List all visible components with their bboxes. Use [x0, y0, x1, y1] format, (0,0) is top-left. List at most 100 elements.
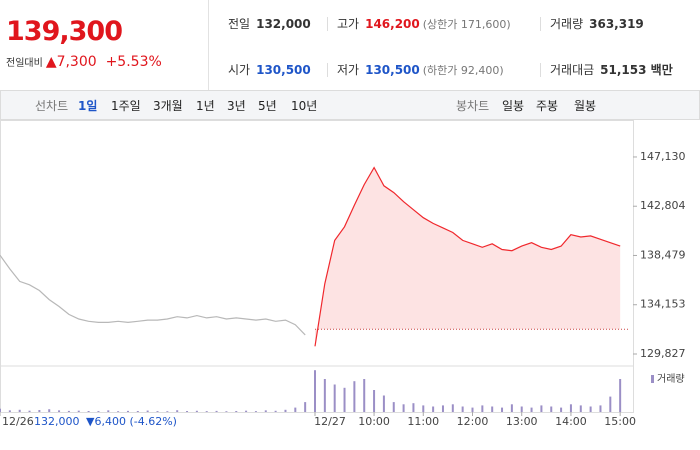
price-line [0, 254, 306, 336]
x-tick-label: 12/26 [2, 415, 34, 428]
volume-bar [8, 410, 11, 412]
volume-bar [323, 379, 326, 412]
volume-bar [451, 404, 454, 412]
volume-bar [343, 387, 346, 412]
volume-bar [471, 407, 474, 412]
volume-bar [314, 370, 316, 412]
volume-bar [274, 410, 277, 412]
info-value: 130,500 [365, 63, 420, 77]
y-tick-label: 147,130 [640, 150, 686, 163]
x-tick-label: 13:00 [506, 415, 538, 428]
info-label: 거래대금 [550, 63, 595, 77]
volume-bar [107, 410, 110, 412]
info-cell: 저가 130,500 (하한가 92,400) [337, 61, 504, 78]
separator [540, 17, 541, 31]
volume-bar [284, 409, 287, 412]
x-tick-label: 14:00 [555, 415, 587, 428]
volume-bar [422, 405, 425, 412]
volume-bar [530, 407, 533, 412]
volume-bar [569, 404, 572, 412]
candle-tab[interactable]: 주봉 [536, 99, 559, 113]
x-tick-label: 11:00 [407, 415, 439, 428]
volume-bar [215, 410, 218, 412]
volume-bar [126, 410, 129, 412]
volume-bar [195, 410, 198, 412]
volume-bar [382, 395, 385, 412]
price: 139,300 [6, 16, 123, 47]
volume-bar [225, 411, 228, 412]
candle-tab[interactable]: 일봉 [502, 99, 525, 113]
info-value: 363,319 [589, 17, 644, 31]
volume-bar [176, 410, 179, 412]
volume-bar [402, 404, 405, 412]
volume-bar [186, 411, 189, 412]
volume-bar [560, 407, 563, 412]
period-tabs: 선차트 1일 1주일 3개월 1년 3년 5년 10년 봉차트 일봉 주봉 월봉 [0, 90, 700, 120]
period-tab[interactable]: 3개월 [153, 99, 183, 113]
period-tab[interactable]: 5년 [258, 99, 277, 113]
info-cell: 시가 130,500 [228, 61, 311, 78]
x-tick-label: 15:00 [604, 415, 636, 428]
volume-bar [264, 410, 267, 412]
legend-label: 거래량 [657, 373, 685, 385]
period-tab[interactable]: 1일 [78, 99, 98, 113]
change: 전일대비 ▲7,300 +5.53% [6, 54, 162, 70]
volume-bar [619, 379, 622, 412]
chart: 147,130 142,804 138,479 134,153 129,827 거래량 12… [0, 120, 686, 428]
volume-bar [392, 402, 395, 412]
volume-bar [18, 409, 21, 412]
volume-bar [235, 411, 238, 412]
volume-bar [87, 411, 90, 412]
volume-bar [520, 406, 523, 412]
volume-bar [0, 408, 1, 412]
volume-bar [461, 406, 464, 412]
volume-bar [205, 411, 208, 412]
info-label: 저가 [337, 63, 360, 77]
y-tick-label: 134,153 [640, 298, 686, 311]
volume-bar [550, 406, 553, 412]
volume-bar [38, 410, 41, 412]
volume-bar [432, 406, 435, 412]
volume-bar [304, 402, 307, 412]
volume-bar [136, 411, 139, 412]
info-value: 130,500 [256, 63, 311, 77]
volume-bar [117, 411, 120, 412]
volume-bar [373, 390, 376, 412]
y-tick-label: 142,804 [640, 199, 686, 212]
volume-bar [441, 405, 444, 412]
volume-bar [412, 403, 415, 412]
quote-header: 139,300 전일대비 ▲7,300 +5.53% 전일 132,000 고가 146… [0, 0, 700, 91]
period-tab[interactable]: 1주일 [111, 99, 141, 113]
info-value: 146,200 [365, 17, 420, 31]
tab-group-label: 봉차트 [456, 99, 490, 113]
volume-bar [491, 406, 494, 412]
prev-close-label: 132,000 [34, 415, 80, 428]
tab-group-label: 선차트 [35, 99, 69, 113]
y-tick-label: 138,479 [640, 248, 686, 261]
change-label: 전일대비 [6, 58, 43, 69]
info-cell: 전일 132,000 [228, 15, 311, 32]
candle-tab[interactable]: 월봉 [574, 99, 597, 113]
period-tab[interactable]: 1년 [196, 99, 215, 113]
x-tick-label: 12/27 [314, 415, 346, 428]
change-rate: +5.53% [105, 54, 162, 70]
volume-bar [97, 411, 100, 412]
volume-bar [510, 404, 513, 412]
volume-bar [166, 411, 169, 412]
volume-bar [58, 410, 61, 412]
volume-bar [294, 407, 297, 412]
separator [540, 63, 541, 77]
plot-frame [0, 120, 634, 413]
period-tab[interactable]: 10년 [291, 99, 318, 113]
info-cell: 거래대금 51,153 백만 [550, 61, 673, 78]
info-cell: 고가 146,200 (상한가 171,600) [337, 15, 511, 32]
volume-bar [254, 411, 257, 412]
change-amount: ▲7,300 [45, 54, 97, 70]
volume-bar [48, 409, 51, 412]
volume-bar [77, 410, 80, 412]
info-value: 132,000 [256, 17, 311, 31]
period-tab[interactable]: 3년 [227, 99, 246, 113]
volume-bar [540, 405, 543, 412]
volume-bar [589, 406, 592, 412]
